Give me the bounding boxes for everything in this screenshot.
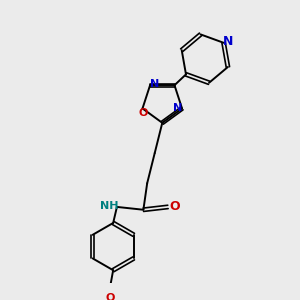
Text: O: O: [106, 292, 115, 300]
Text: O: O: [139, 108, 148, 118]
Text: NH: NH: [100, 201, 118, 211]
Text: O: O: [169, 200, 180, 213]
Text: N: N: [223, 35, 233, 48]
Text: N: N: [150, 79, 159, 89]
Text: N: N: [173, 103, 182, 112]
